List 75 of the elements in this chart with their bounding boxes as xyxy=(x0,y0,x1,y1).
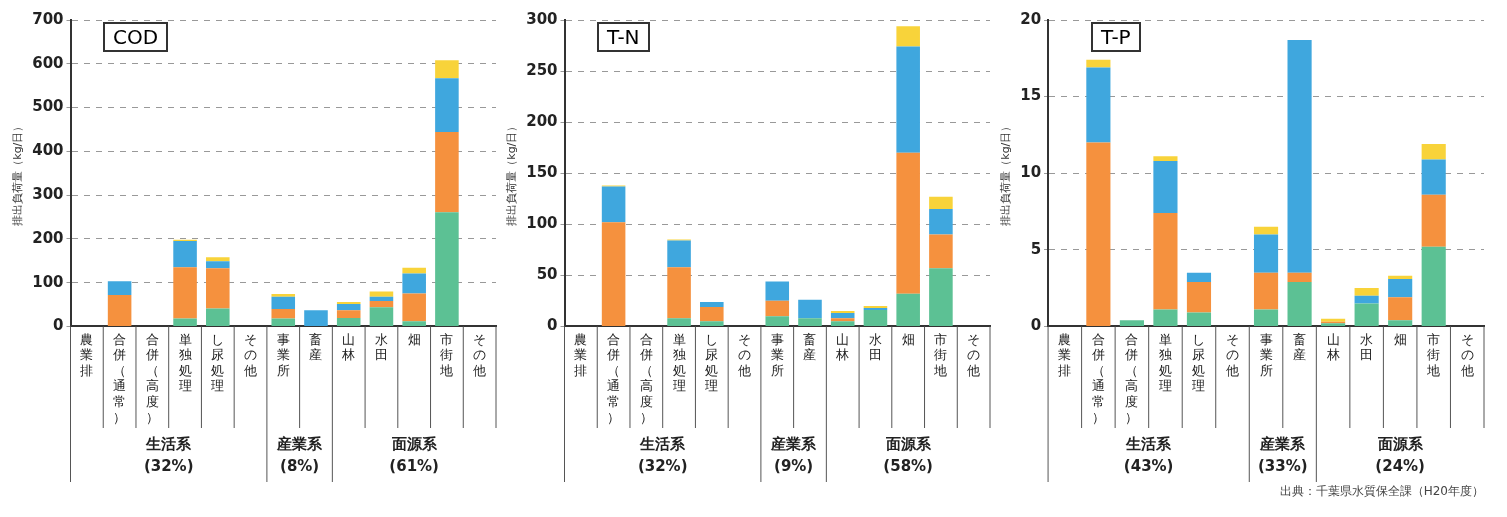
y-tick-label: 200 xyxy=(32,228,64,247)
source-note: 出典：千葉県水質保全課（H20年度） xyxy=(1279,484,1484,499)
x-tick-label: その他 xyxy=(473,331,487,378)
x-tick-label: その他 xyxy=(1460,331,1474,378)
chart-title: COD xyxy=(103,22,169,52)
text: 面源系 (24%) xyxy=(1375,435,1425,476)
y-tick-label: 150 xyxy=(526,163,558,182)
y-tick-label: 200 xyxy=(526,112,558,131)
y-axis-title: 排出負荷量（kg/日） xyxy=(11,120,25,226)
x-tick-label: その他 xyxy=(1226,331,1239,378)
x-tick-label: 山林 xyxy=(835,331,850,363)
x-tick-label: 合併（通常） xyxy=(112,331,127,425)
x-tick-label: 畜産 xyxy=(803,331,817,363)
y-tick-label: 15 xyxy=(1020,86,1042,105)
x-tick-label: 山林 xyxy=(1325,331,1340,363)
x-tick-label: その他 xyxy=(967,331,981,378)
x-tick-label: 畑 xyxy=(407,331,421,347)
y-tick-label: 500 xyxy=(32,97,64,116)
y-tick-label: 5 xyxy=(1030,239,1042,258)
chart-title: T-P xyxy=(1091,22,1141,52)
text: 生活系 (32%) xyxy=(143,435,194,476)
x-tick-label: 単独処理 xyxy=(178,331,192,394)
y-axis-title: 排出負荷量（kg/日） xyxy=(999,120,1013,226)
x-tick-label: 水田 xyxy=(374,331,388,363)
x-tick-label: その他 xyxy=(738,331,752,378)
x-tick-label: 水田 xyxy=(868,331,882,363)
x-tick-label: 畑 xyxy=(901,331,915,347)
x-tick-label: 合併（高度） xyxy=(638,331,653,425)
text: 生活系 (43%) xyxy=(1123,435,1174,476)
y-tick-label: 10 xyxy=(1020,163,1042,182)
text: 産業系 (33%) xyxy=(1257,435,1308,476)
x-tick-label: 畜産 xyxy=(309,331,323,363)
x-tick-label: 単独処理 xyxy=(1158,331,1172,394)
x-tick-label: 事業所 xyxy=(1259,331,1273,378)
y-tick-label: 0 xyxy=(547,316,558,335)
y-tick-label: 700 xyxy=(32,9,64,28)
x-tick-label: 農業排 xyxy=(574,331,588,378)
x-tick-label: 合併（高度） xyxy=(1124,331,1139,425)
text: 生活系 (32%) xyxy=(637,435,688,476)
x-tick-label: 合併（通常） xyxy=(1090,331,1105,425)
x-tick-label: 合併（通常） xyxy=(606,331,621,425)
text: 面源系 (61%) xyxy=(389,435,439,476)
x-tick-label: 市街地 xyxy=(439,331,454,378)
y-tick-label: 20 xyxy=(1020,9,1042,28)
x-tick-label: 市街地 xyxy=(933,331,948,378)
x-tick-label: 事業所 xyxy=(770,331,784,378)
x-tick-label: 畑 xyxy=(1393,331,1407,347)
x-tick-label: 山林 xyxy=(341,331,356,363)
text: 産業系 (8%) xyxy=(276,435,324,476)
y-tick-label: 250 xyxy=(526,60,558,79)
x-tick-label: 水田 xyxy=(1360,331,1374,363)
y-tick-label: 600 xyxy=(32,53,64,72)
x-tick-label: 合併（高度） xyxy=(144,331,159,425)
x-tick-label: し尿処理 xyxy=(211,331,225,394)
x-tick-label: 市街地 xyxy=(1426,331,1441,378)
x-tick-label: 畜産 xyxy=(1293,331,1307,363)
x-tick-label: 単独処理 xyxy=(672,331,686,394)
x-tick-label: その他 xyxy=(244,331,258,378)
x-tick-label: し尿処理 xyxy=(1192,331,1206,394)
y-tick-label: 0 xyxy=(1030,316,1042,335)
y-tick-label: 300 xyxy=(32,184,64,203)
x-tick-label: 事業所 xyxy=(276,331,290,378)
y-tick-label: 100 xyxy=(526,214,558,233)
y-tick-label: 50 xyxy=(536,265,558,284)
y-tick-label: 0 xyxy=(53,316,64,335)
x-tick-label: 農業排 xyxy=(80,331,94,378)
chart-title: T-N xyxy=(597,22,650,52)
x-tick-label: 農業排 xyxy=(1058,331,1072,378)
text: 面源系 (58%) xyxy=(883,435,933,476)
y-tick-label: 100 xyxy=(32,272,64,291)
x-tick-label: し尿処理 xyxy=(705,331,719,394)
y-axis-title: 排出負荷量（kg/日） xyxy=(505,120,519,226)
y-tick-label: 400 xyxy=(32,141,64,160)
text: 産業系 (9%) xyxy=(770,435,818,476)
y-tick-label: 300 xyxy=(526,9,558,28)
